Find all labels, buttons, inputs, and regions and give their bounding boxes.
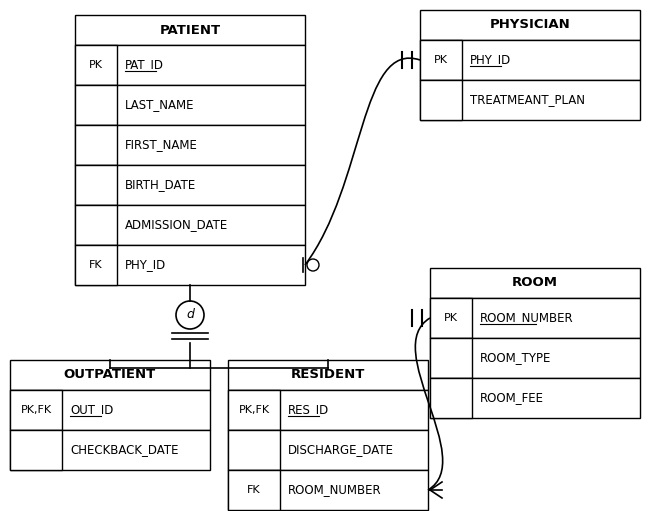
Text: PHY_ID: PHY_ID — [470, 54, 511, 66]
Bar — [75, 205, 117, 245]
Bar — [75, 205, 305, 245]
Bar — [420, 40, 640, 80]
Bar — [420, 80, 462, 120]
Text: OUT_ID: OUT_ID — [70, 404, 113, 416]
Bar — [420, 10, 640, 40]
Text: RESIDENT: RESIDENT — [291, 368, 365, 382]
Text: ROOM_FEE: ROOM_FEE — [480, 391, 544, 405]
Bar — [75, 85, 305, 125]
Text: PK,FK: PK,FK — [20, 405, 51, 415]
Bar — [75, 45, 117, 85]
Bar — [430, 338, 472, 378]
Bar — [228, 470, 280, 510]
Text: FK: FK — [247, 485, 261, 495]
Bar — [430, 378, 472, 418]
Text: PK: PK — [444, 313, 458, 323]
Bar — [430, 268, 640, 298]
Bar — [75, 85, 117, 125]
Text: ROOM_NUMBER: ROOM_NUMBER — [288, 483, 381, 497]
Bar — [75, 165, 305, 205]
Bar — [10, 390, 62, 430]
Text: PHY_ID: PHY_ID — [125, 259, 166, 271]
Bar — [75, 245, 305, 285]
Bar — [10, 360, 210, 390]
Text: TREATMEANT_PLAN: TREATMEANT_PLAN — [470, 94, 585, 106]
Bar — [228, 430, 428, 470]
Text: PK,FK: PK,FK — [238, 405, 270, 415]
Bar — [228, 390, 280, 430]
Text: PK: PK — [434, 55, 448, 65]
Text: FIRST_NAME: FIRST_NAME — [125, 138, 198, 151]
Bar — [75, 15, 305, 45]
Bar — [228, 360, 428, 390]
Bar — [430, 298, 640, 338]
Text: ROOM: ROOM — [512, 276, 558, 290]
Bar — [228, 470, 428, 510]
Text: ROOM_NUMBER: ROOM_NUMBER — [480, 312, 574, 324]
Text: PK: PK — [89, 60, 103, 70]
Text: ADMISSION_DATE: ADMISSION_DATE — [125, 219, 229, 231]
Text: ROOM_TYPE: ROOM_TYPE — [480, 352, 551, 364]
Bar — [10, 390, 210, 430]
Text: OUTPATIENT: OUTPATIENT — [64, 368, 156, 382]
Bar — [75, 45, 305, 85]
Bar — [420, 80, 640, 120]
Text: RES_ID: RES_ID — [288, 404, 329, 416]
Bar — [430, 378, 640, 418]
Text: PHYSICIAN: PHYSICIAN — [490, 18, 570, 32]
Bar — [10, 430, 210, 470]
Text: DISCHARGE_DATE: DISCHARGE_DATE — [288, 444, 394, 456]
Text: LAST_NAME: LAST_NAME — [125, 99, 195, 111]
Bar — [10, 430, 62, 470]
Bar — [430, 338, 640, 378]
Text: PAT_ID: PAT_ID — [125, 58, 164, 72]
Bar — [75, 125, 305, 165]
Text: FK: FK — [89, 260, 103, 270]
Bar — [75, 245, 117, 285]
Bar — [75, 125, 117, 165]
Text: BIRTH_DATE: BIRTH_DATE — [125, 178, 196, 192]
Text: PATIENT: PATIENT — [159, 24, 221, 36]
Text: d: d — [186, 309, 194, 321]
Bar — [420, 40, 462, 80]
Bar — [228, 390, 428, 430]
Bar — [430, 298, 472, 338]
Text: CHECKBACK_DATE: CHECKBACK_DATE — [70, 444, 178, 456]
Bar — [75, 165, 117, 205]
Bar — [228, 430, 280, 470]
